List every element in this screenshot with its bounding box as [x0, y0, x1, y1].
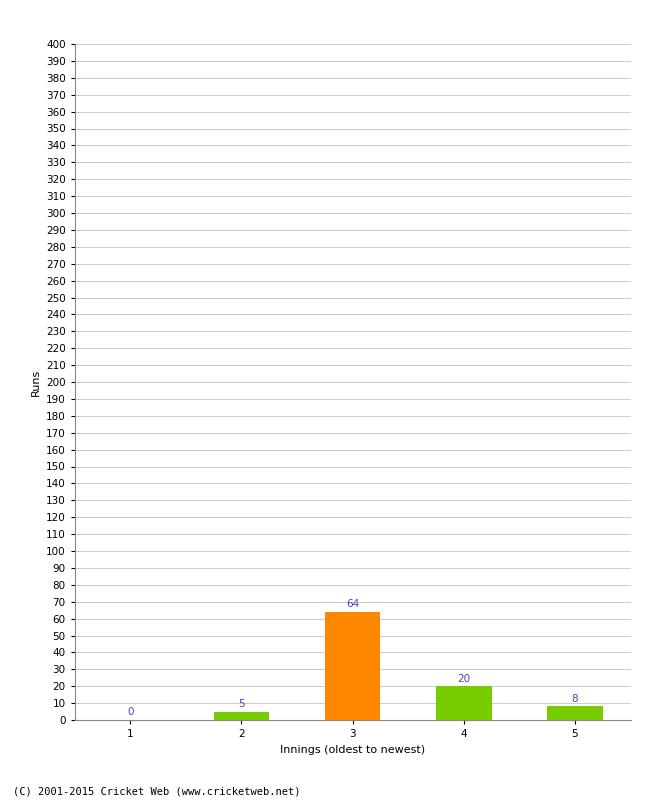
- Bar: [547, 706, 603, 720]
- Text: 0: 0: [127, 707, 134, 718]
- Text: 8: 8: [571, 694, 578, 704]
- Text: 5: 5: [238, 699, 245, 709]
- Bar: [214, 711, 269, 720]
- Bar: [325, 612, 380, 720]
- X-axis label: Innings (oldest to newest): Innings (oldest to newest): [280, 745, 425, 754]
- Bar: [436, 686, 491, 720]
- Text: (C) 2001-2015 Cricket Web (www.cricketweb.net): (C) 2001-2015 Cricket Web (www.cricketwe…: [13, 786, 300, 796]
- Text: 64: 64: [346, 599, 359, 610]
- Text: 20: 20: [457, 674, 471, 684]
- Y-axis label: Runs: Runs: [31, 368, 40, 396]
